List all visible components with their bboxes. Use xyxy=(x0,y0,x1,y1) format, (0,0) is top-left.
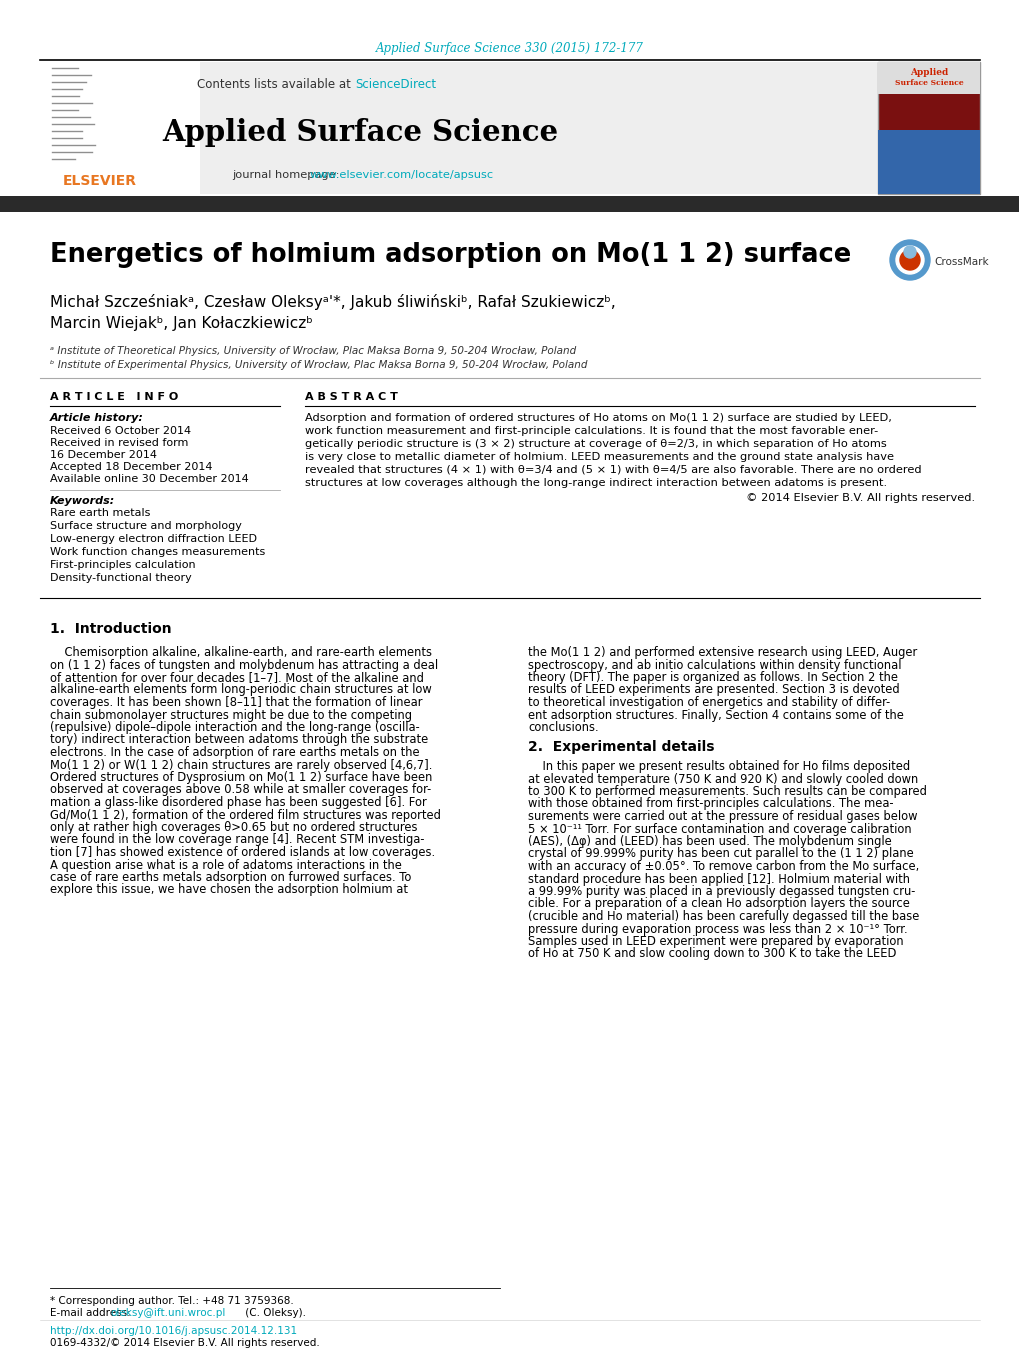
Text: with an accuracy of ±0.05°. To remove carbon from the Mo surface,: with an accuracy of ±0.05°. To remove ca… xyxy=(528,861,918,873)
Text: tory) indirect interaction between adatoms through the substrate: tory) indirect interaction between adato… xyxy=(50,734,428,747)
Text: http://dx.doi.org/10.1016/j.apsusc.2014.12.131: http://dx.doi.org/10.1016/j.apsusc.2014.… xyxy=(50,1325,297,1336)
Text: Work function changes measurements: Work function changes measurements xyxy=(50,547,265,557)
Text: only at rather high coverages θ>0.65 but no ordered structures: only at rather high coverages θ>0.65 but… xyxy=(50,821,417,834)
Text: Michał Szcześniakᵃ, Czesław Oleksyᵃ'*, Jakub śliwińskiᵇ, Rafał Szukiewiczᵇ,: Michał Szcześniakᵃ, Czesław Oleksyᵃ'*, J… xyxy=(50,295,615,309)
Text: Available online 30 December 2014: Available online 30 December 2014 xyxy=(50,474,249,484)
Text: Accepted 18 December 2014: Accepted 18 December 2014 xyxy=(50,462,212,471)
Text: Surface Science: Surface Science xyxy=(894,78,962,86)
Text: Rare earth metals: Rare earth metals xyxy=(50,508,150,517)
Circle shape xyxy=(903,246,915,258)
Text: Density-functional theory: Density-functional theory xyxy=(50,573,192,584)
Text: to 300 K to performed measurements. Such results can be compared: to 300 K to performed measurements. Such… xyxy=(528,785,926,798)
Text: www.elsevier.com/locate/apsusc: www.elsevier.com/locate/apsusc xyxy=(310,170,493,180)
Text: oleksy@ift.uni.wroc.pl: oleksy@ift.uni.wroc.pl xyxy=(110,1308,225,1319)
Text: Mo(1 1 2) or W(1 1 2) chain structures are rarely observed [4,6,7].: Mo(1 1 2) or W(1 1 2) chain structures a… xyxy=(50,758,432,771)
Text: A B S T R A C T: A B S T R A C T xyxy=(305,392,397,403)
Text: ᵇ Institute of Experimental Physics, University of Wrocław, Plac Maksa Borna 9, : ᵇ Institute of Experimental Physics, Uni… xyxy=(50,359,587,370)
Text: mation a glass-like disordered phase has been suggested [6]. For: mation a glass-like disordered phase has… xyxy=(50,796,426,809)
Text: of attention for over four decades [1–7]. Most of the alkaline and: of attention for over four decades [1–7]… xyxy=(50,671,424,684)
Text: chain submonolayer structures might be due to the competing: chain submonolayer structures might be d… xyxy=(50,708,412,721)
Text: cible. For a preparation of a clean Ho adsorption layers the source: cible. For a preparation of a clean Ho a… xyxy=(528,897,909,911)
Text: Contents lists available at: Contents lists available at xyxy=(198,78,355,91)
Text: Samples used in LEED experiment were prepared by evaporation: Samples used in LEED experiment were pre… xyxy=(528,935,903,948)
Text: ScienceDirect: ScienceDirect xyxy=(355,78,436,91)
Text: First-principles calculation: First-principles calculation xyxy=(50,561,196,570)
Text: at elevated temperature (750 K and 920 K) and slowly cooled down: at elevated temperature (750 K and 920 K… xyxy=(528,773,917,785)
Text: alkaline-earth elements form long-periodic chain structures at low: alkaline-earth elements form long-period… xyxy=(50,684,431,697)
Text: is very close to metallic diameter of holmium. LEED measurements and the ground : is very close to metallic diameter of ho… xyxy=(305,453,893,462)
Text: * Corresponding author. Tel.: +48 71 3759368.: * Corresponding author. Tel.: +48 71 375… xyxy=(50,1296,293,1306)
Bar xyxy=(0,196,1019,212)
Text: standard procedure has been applied [12]. Holmium material with: standard procedure has been applied [12]… xyxy=(528,873,909,885)
Text: Received in revised form: Received in revised form xyxy=(50,438,189,449)
Text: surements were carried out at the pressure of residual gases below: surements were carried out at the pressu… xyxy=(528,811,917,823)
Text: Applied Surface Science 330 (2015) 172-177: Applied Surface Science 330 (2015) 172-1… xyxy=(376,42,643,55)
Text: the Mo(1 1 2) and performed extensive research using LEED, Auger: the Mo(1 1 2) and performed extensive re… xyxy=(528,646,916,659)
Text: were found in the low coverage range [4]. Recent STM investiga-: were found in the low coverage range [4]… xyxy=(50,834,424,847)
Text: Low-energy electron diffraction LEED: Low-energy electron diffraction LEED xyxy=(50,534,257,544)
Text: ent adsorption structures. Finally, Section 4 contains some of the: ent adsorption structures. Finally, Sect… xyxy=(528,708,903,721)
Text: Applied: Applied xyxy=(909,68,948,77)
Text: ELSEVIER: ELSEVIER xyxy=(63,174,137,188)
Text: work function measurement and first-principle calculations. It is found that the: work function measurement and first-prin… xyxy=(305,426,877,436)
Text: A question arise what is a role of adatoms interactions in the: A question arise what is a role of adato… xyxy=(50,858,401,871)
Text: journal homepage:: journal homepage: xyxy=(231,170,342,180)
Bar xyxy=(877,62,979,195)
Text: Energetics of holmium adsorption on Mo(1 1 2) surface: Energetics of holmium adsorption on Mo(1… xyxy=(50,242,851,267)
Text: 0169-4332/© 2014 Elsevier B.V. All rights reserved.: 0169-4332/© 2014 Elsevier B.V. All right… xyxy=(50,1337,319,1348)
Text: Marcin Wiejakᵇ, Jan Kołaczkiewiczᵇ: Marcin Wiejakᵇ, Jan Kołaczkiewiczᵇ xyxy=(50,316,313,331)
Circle shape xyxy=(890,240,929,280)
Text: pressure during evaporation process was less than 2 × 10⁻¹° Torr.: pressure during evaporation process was … xyxy=(528,923,907,935)
Text: A R T I C L E   I N F O: A R T I C L E I N F O xyxy=(50,392,178,403)
Text: tion [7] has showed existence of ordered islands at low coverages.: tion [7] has showed existence of ordered… xyxy=(50,846,435,859)
Text: coverages. It has been shown [8–11] that the formation of linear: coverages. It has been shown [8–11] that… xyxy=(50,696,422,709)
Text: Surface structure and morphology: Surface structure and morphology xyxy=(50,521,242,531)
Text: case of rare earths metals adsorption on furrowed surfaces. To: case of rare earths metals adsorption on… xyxy=(50,871,411,884)
Text: (repulsive) dipole–dipole interaction and the long-range (oscilla-: (repulsive) dipole–dipole interaction an… xyxy=(50,721,420,734)
Text: results of LEED experiments are presented. Section 3 is devoted: results of LEED experiments are presente… xyxy=(528,684,899,697)
Text: to theoretical investigation of energetics and stability of differ-: to theoretical investigation of energeti… xyxy=(528,696,890,709)
Text: 1.  Introduction: 1. Introduction xyxy=(50,621,171,636)
Text: getically periodic structure is (3 × 2) structure at coverage of θ=2/3, in which: getically periodic structure is (3 × 2) … xyxy=(305,439,886,449)
Text: CrossMark: CrossMark xyxy=(933,257,987,267)
Text: 2.  Experimental details: 2. Experimental details xyxy=(528,740,713,754)
Text: Adsorption and formation of ordered structures of Ho atoms on Mo(1 1 2) surface : Adsorption and formation of ordered stru… xyxy=(305,413,891,423)
Text: of Ho at 750 K and slow cooling down to 300 K to take the LEED: of Ho at 750 K and slow cooling down to … xyxy=(528,947,896,961)
Text: theory (DFT). The paper is organized as follows. In Section 2 the: theory (DFT). The paper is organized as … xyxy=(528,671,897,684)
Text: on (1 1 2) faces of tungsten and molybdenum has attracting a deal: on (1 1 2) faces of tungsten and molybde… xyxy=(50,658,438,671)
Text: Keywords:: Keywords: xyxy=(50,496,115,507)
Text: ᵃ Institute of Theoretical Physics, University of Wrocław, Plac Maksa Borna 9, 5: ᵃ Institute of Theoretical Physics, Univ… xyxy=(50,346,576,357)
Text: a 99.99% purity was placed in a previously degassed tungsten cru-: a 99.99% purity was placed in a previous… xyxy=(528,885,914,898)
Text: conclusions.: conclusions. xyxy=(528,721,598,734)
Text: Ordered structures of Dysprosium on Mo(1 1 2) surface have been: Ordered structures of Dysprosium on Mo(1… xyxy=(50,771,432,784)
Text: Chemisorption alkaline, alkaline-earth, and rare-earth elements: Chemisorption alkaline, alkaline-earth, … xyxy=(50,646,432,659)
Text: observed at coverages above 0.58 while at smaller coverages for-: observed at coverages above 0.58 while a… xyxy=(50,784,431,797)
Text: with those obtained from first-principles calculations. The mea-: with those obtained from first-principle… xyxy=(528,797,893,811)
Text: 5 × 10⁻¹¹ Torr. For surface contamination and coverage calibration: 5 × 10⁻¹¹ Torr. For surface contaminatio… xyxy=(528,823,911,835)
Text: Received 6 October 2014: Received 6 October 2014 xyxy=(50,426,191,436)
Text: Article history:: Article history: xyxy=(50,413,144,423)
Text: electrons. In the case of adsorption of rare earths metals on the: electrons. In the case of adsorption of … xyxy=(50,746,419,759)
Text: explore this issue, we have chosen the adsorption holmium at: explore this issue, we have chosen the a… xyxy=(50,884,408,897)
Text: crystal of 99.999% purity has been cut parallel to the (1 1 2) plane: crystal of 99.999% purity has been cut p… xyxy=(528,847,913,861)
Bar xyxy=(40,62,200,195)
Text: E-mail address:: E-mail address: xyxy=(50,1308,133,1319)
Text: (crucible and Ho material) has been carefully degassed till the base: (crucible and Ho material) has been care… xyxy=(528,911,918,923)
Bar xyxy=(877,130,979,195)
Circle shape xyxy=(899,250,919,270)
Text: revealed that structures (4 × 1) with θ=3/4 and (5 × 1) with θ=4/5 are also favo: revealed that structures (4 × 1) with θ=… xyxy=(305,465,921,476)
Text: (C. Oleksy).: (C. Oleksy). xyxy=(242,1308,306,1319)
Text: In this paper we present results obtained for Ho films deposited: In this paper we present results obtaine… xyxy=(528,761,909,773)
Text: (AES), (Δφ) and (LEED) has been used. The molybdenum single: (AES), (Δφ) and (LEED) has been used. Th… xyxy=(528,835,891,848)
Bar xyxy=(40,62,879,195)
Text: Applied Surface Science: Applied Surface Science xyxy=(162,118,557,147)
Text: © 2014 Elsevier B.V. All rights reserved.: © 2014 Elsevier B.V. All rights reserved… xyxy=(745,493,974,503)
Text: spectroscopy, and ab initio calculations within density functional: spectroscopy, and ab initio calculations… xyxy=(528,658,901,671)
Text: Gd/Mo(1 1 2), formation of the ordered film structures was reported: Gd/Mo(1 1 2), formation of the ordered f… xyxy=(50,808,440,821)
Bar xyxy=(877,62,979,95)
Text: 16 December 2014: 16 December 2014 xyxy=(50,450,157,459)
Text: structures at low coverages although the long-range indirect interaction between: structures at low coverages although the… xyxy=(305,478,887,488)
Circle shape xyxy=(895,246,923,274)
